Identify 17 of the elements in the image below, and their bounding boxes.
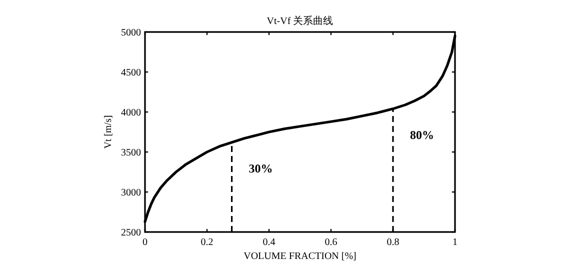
x-tick-label: 0.8 [386, 237, 400, 248]
y-tick-label: 3000 [121, 188, 141, 198]
annotation: 30% [248, 161, 273, 176]
y-tick-label: 2500 [121, 228, 141, 238]
y-tick-label: 4500 [121, 68, 141, 78]
x-tick-label: 0 [142, 237, 148, 248]
x-tick-label: 0.4 [262, 237, 276, 248]
x-axis-title: VOLUME FRACTION [%] [244, 251, 356, 262]
chart-title: Vt-Vf 关系曲线 [266, 15, 334, 27]
y-tick-label: 5000 [121, 28, 141, 38]
y-axis-title: Vt [m/s] [103, 115, 114, 149]
annotation: 80% [410, 128, 434, 142]
x-tick-label: 0.6 [324, 237, 338, 248]
y-tick-label: 4000 [121, 108, 141, 118]
x-tick-label: 0.2 [200, 237, 214, 248]
y-tick-label: 3500 [121, 148, 141, 158]
x-tick-label: 1 [452, 237, 458, 248]
